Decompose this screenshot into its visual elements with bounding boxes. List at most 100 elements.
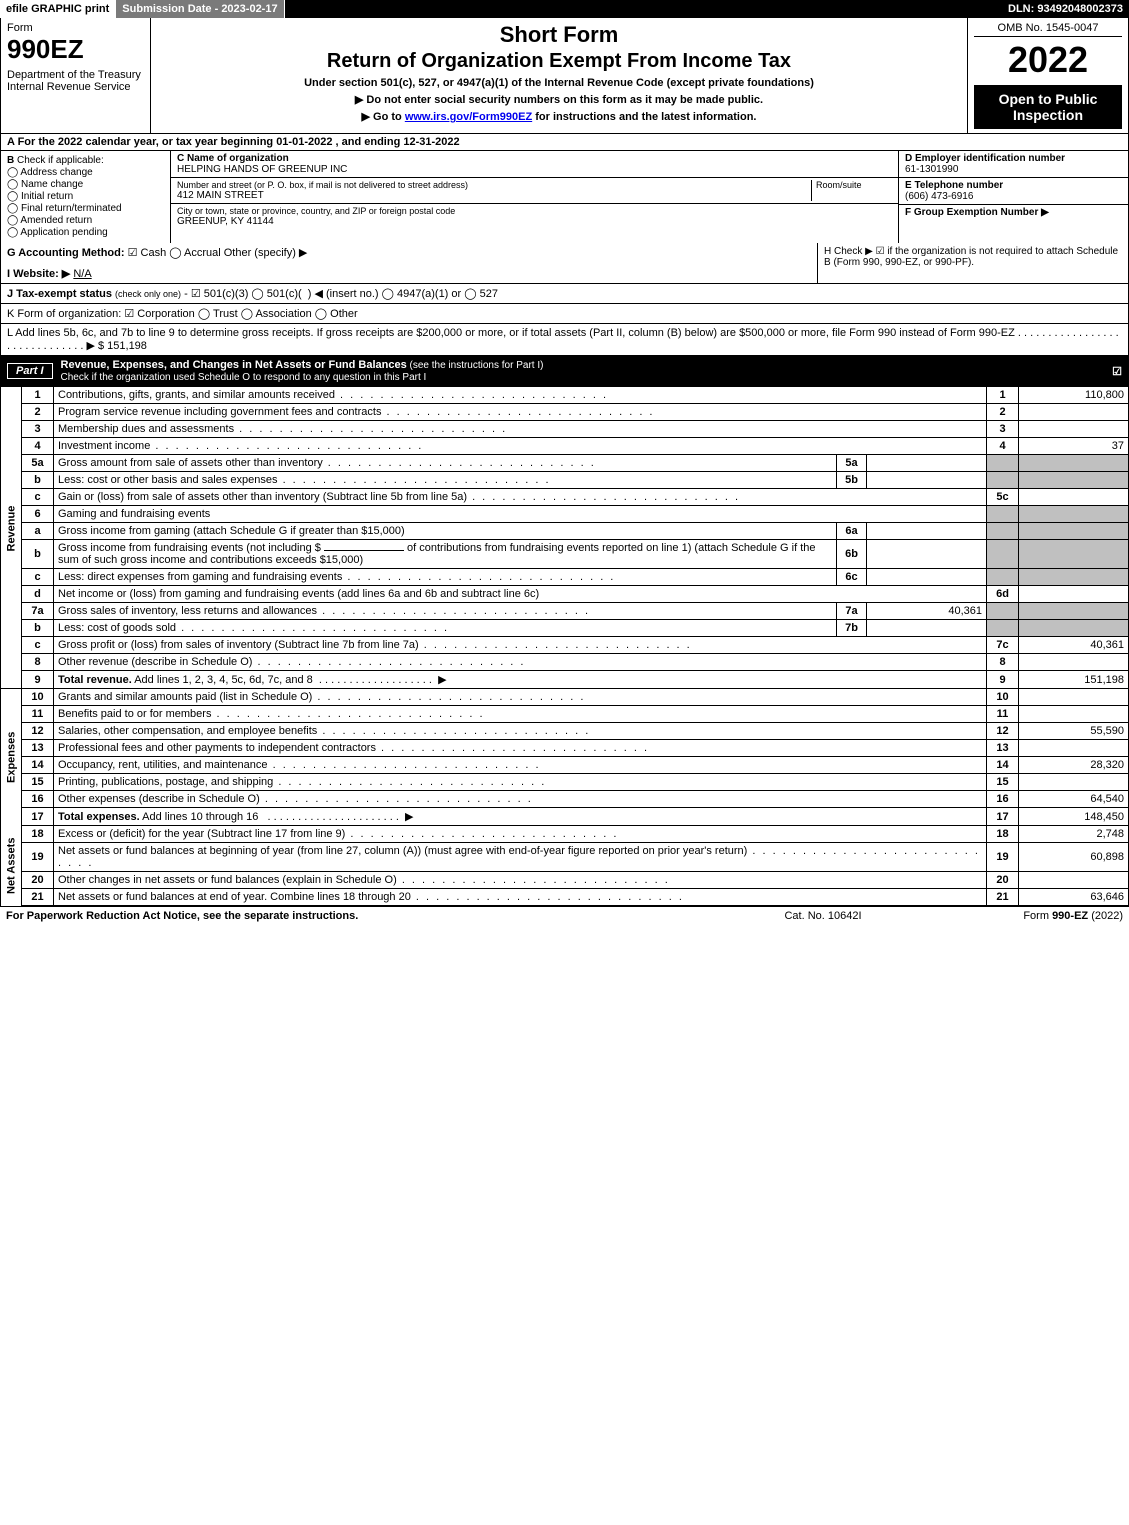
ln13-num: 13: [22, 740, 54, 757]
c-addr-label: Number and street (or P. O. box, if mail…: [177, 180, 811, 190]
efile-label[interactable]: efile GRAPHIC print: [0, 0, 116, 18]
ln5a-num: 5a: [22, 455, 54, 472]
ln3-rnum: 3: [987, 421, 1019, 438]
l-value: 151,198: [107, 340, 147, 352]
g-options[interactable]: ☑ Cash ◯ Accrual Other (specify) ▶: [128, 247, 308, 259]
b-letter: B: [7, 155, 14, 166]
revenue-side-label: Revenue: [1, 387, 22, 671]
ln5b-sn: 5b: [837, 472, 867, 489]
ln13-val: [1019, 740, 1129, 757]
ln14-val: 28,320: [1019, 757, 1129, 774]
ln6b-sv: [867, 540, 987, 569]
ln12-rnum: 12: [987, 723, 1019, 740]
ln6c-num: c: [22, 569, 54, 586]
ln6a-sn: 6a: [837, 523, 867, 540]
section-c: C Name of organization HELPING HANDS OF …: [171, 151, 898, 243]
website-value: N/A: [73, 268, 91, 280]
chk-application-pending[interactable]: ◯ Application pending: [7, 227, 164, 238]
ln6-num: 6: [22, 506, 54, 523]
ln10-desc: Grants and similar amounts paid (list in…: [54, 689, 987, 706]
ln5c-val: [1019, 489, 1129, 506]
ln14-rnum: 14: [987, 757, 1019, 774]
ln20-num: 20: [22, 872, 54, 889]
ln4-num: 4: [22, 438, 54, 455]
ln13-rnum: 13: [987, 740, 1019, 757]
open-public-badge: Open to Public Inspection: [974, 85, 1122, 129]
ln4-rnum: 4: [987, 438, 1019, 455]
ln6c-sv: [867, 569, 987, 586]
row-a-period: A For the 2022 calendar year, or tax yea…: [0, 134, 1129, 151]
ln6d-desc: Net income or (loss) from gaming and fun…: [54, 586, 987, 603]
ln6a-num: a: [22, 523, 54, 540]
ln17-val: 148,450: [1019, 808, 1129, 826]
ln5b-num: b: [22, 472, 54, 489]
ln7a-num: 7a: [22, 603, 54, 620]
ein: 61-1301990: [905, 164, 1122, 175]
ln6a-desc: Gross income from gaming (attach Schedul…: [54, 523, 837, 540]
dln-label: DLN: 93492048002373: [1002, 0, 1129, 18]
ln5b-desc: Less: cost or other basis and sales expe…: [54, 472, 837, 489]
part-i-tag: Part I: [7, 363, 53, 379]
ln21-rnum: 21: [987, 889, 1019, 906]
footer-catno: Cat. No. 10642I: [723, 910, 923, 922]
dept-label: Department of the Treasury Internal Reve…: [7, 69, 144, 93]
ln6c-sn: 6c: [837, 569, 867, 586]
ln14-num: 14: [22, 757, 54, 774]
chk-name-change[interactable]: ◯ Name change: [7, 179, 164, 190]
sub3-pre: ▶ Go to: [362, 111, 405, 123]
header-left: Form 990EZ Department of the Treasury In…: [1, 18, 151, 133]
ln11-num: 11: [22, 706, 54, 723]
h-schedule-b: H Check ▶ ☑ if the organization is not r…: [818, 243, 1128, 283]
ln3-val: [1019, 421, 1129, 438]
l-text: L Add lines 5b, 6c, and 7b to line 9 to …: [7, 327, 1119, 352]
ln7b-sv: [867, 620, 987, 637]
chk-final-return[interactable]: ◯ Final return/terminated: [7, 203, 164, 214]
ln12-desc: Salaries, other compensation, and employ…: [54, 723, 987, 740]
ln19-rnum: 19: [987, 843, 1019, 872]
ln20-val: [1019, 872, 1129, 889]
ln18-val: 2,748: [1019, 826, 1129, 843]
ln21-num: 21: [22, 889, 54, 906]
ln6-desc: Gaming and fundraising events: [54, 506, 987, 523]
ln2-desc: Program service revenue including govern…: [54, 404, 987, 421]
chk-amended-return[interactable]: ◯ Amended return: [7, 215, 164, 226]
subhead-2: ▶ Do not enter social security numbers o…: [157, 93, 961, 106]
ln7a-desc: Gross sales of inventory, less returns a…: [54, 603, 837, 620]
ln19-val: 60,898: [1019, 843, 1129, 872]
subhead-3: ▶ Go to www.irs.gov/Form990EZ for instru…: [157, 110, 961, 123]
part-i-checkbox[interactable]: ☑: [1104, 365, 1122, 378]
top-bar: efile GRAPHIC print Submission Date - 20…: [0, 0, 1129, 18]
ln7c-num: c: [22, 637, 54, 654]
ln18-num: 18: [22, 826, 54, 843]
ln5c-desc: Gain or (loss) from sale of assets other…: [54, 489, 987, 506]
ln4-desc: Investment income: [54, 438, 987, 455]
ln2-rnum: 2: [987, 404, 1019, 421]
chk-address-change[interactable]: ◯ Address change: [7, 167, 164, 178]
ln5a-sv: [867, 455, 987, 472]
ln6b-sn: 6b: [837, 540, 867, 569]
ln5c-rnum: 5c: [987, 489, 1019, 506]
ln6d-rnum: 6d: [987, 586, 1019, 603]
g-label: G Accounting Method:: [7, 247, 125, 259]
ln7b-sn: 7b: [837, 620, 867, 637]
org-street: 412 MAIN STREET: [177, 190, 811, 201]
ln20-rnum: 20: [987, 872, 1019, 889]
part-i-header: Part I Revenue, Expenses, and Changes in…: [0, 356, 1129, 387]
ln16-rnum: 16: [987, 791, 1019, 808]
ln12-num: 12: [22, 723, 54, 740]
ln17-desc: Total expenses. Add lines 10 through 16 …: [54, 808, 987, 826]
ln7c-desc: Gross profit or (loss) from sales of inv…: [54, 637, 987, 654]
f-label: F Group Exemption Number ▶: [905, 207, 1122, 218]
ln14-desc: Occupancy, rent, utilities, and maintena…: [54, 757, 987, 774]
part-i-sub: (see the instructions for Part I): [407, 360, 544, 371]
room-label: Room/suite: [816, 180, 892, 190]
ln16-num: 16: [22, 791, 54, 808]
header-mid: Short Form Return of Organization Exempt…: [151, 18, 968, 133]
irs-link[interactable]: www.irs.gov/Form990EZ: [405, 111, 532, 123]
chk-initial-return[interactable]: ◯ Initial return: [7, 191, 164, 202]
sub3-post: for instructions and the latest informat…: [532, 111, 756, 123]
ln11-val: [1019, 706, 1129, 723]
i-label: I Website: ▶: [7, 268, 70, 280]
subhead-1: Under section 501(c), 527, or 4947(a)(1)…: [157, 77, 961, 89]
ln10-rnum: 10: [987, 689, 1019, 706]
